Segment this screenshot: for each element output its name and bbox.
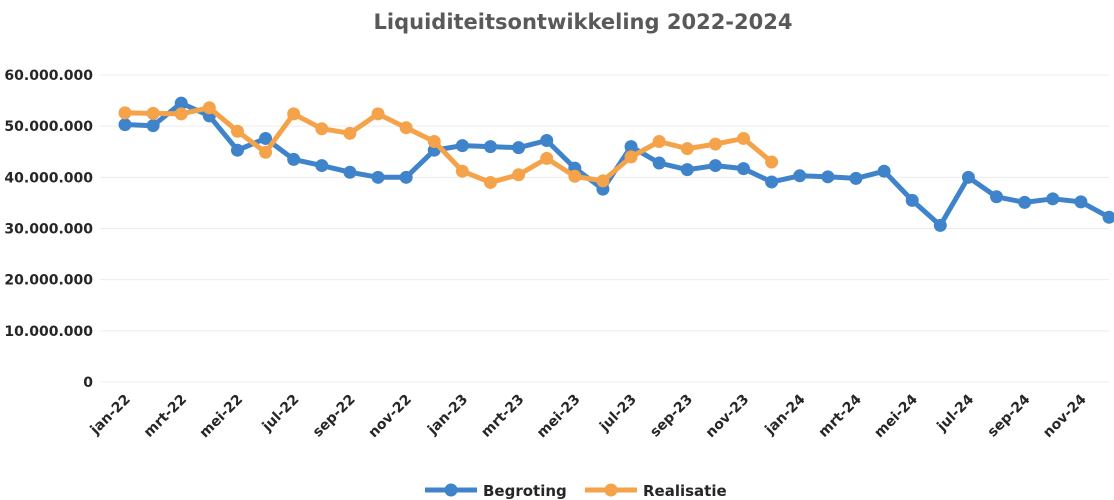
data-point <box>1046 192 1060 206</box>
x-tick-label: nov-22 <box>365 392 415 442</box>
data-point <box>259 131 273 145</box>
data-point <box>568 169 582 183</box>
series-group <box>118 96 1114 232</box>
data-point <box>652 156 666 170</box>
x-tick-label: mrt-23 <box>478 392 527 441</box>
data-point <box>1018 195 1032 209</box>
legend-item-begroting: Begroting <box>425 482 567 500</box>
x-tick-label: mei-22 <box>197 392 247 442</box>
data-point <box>849 171 863 185</box>
data-point <box>877 164 891 178</box>
data-point <box>708 137 722 151</box>
data-point <box>737 131 751 145</box>
data-point <box>961 170 975 184</box>
y-tick-label: 50.000.000 <box>4 119 93 135</box>
y-tick-label: 0 <box>83 375 93 391</box>
data-point <box>146 106 160 120</box>
data-point <box>174 107 188 121</box>
x-tick-label: jul-24 <box>934 391 978 435</box>
data-point <box>287 152 301 166</box>
data-point <box>540 151 554 165</box>
y-tick-label: 10.000.000 <box>4 324 93 340</box>
x-tick-label: jan-22 <box>87 392 134 439</box>
data-point <box>680 142 694 156</box>
x-tick-label: mei-24 <box>871 391 921 441</box>
data-point <box>118 106 132 120</box>
x-tick-label: mei-23 <box>534 392 584 442</box>
data-point <box>765 155 779 169</box>
y-tick-label: 40.000.000 <box>4 170 93 186</box>
legend-label: Realisatie <box>643 482 727 500</box>
gridlines <box>100 74 1109 383</box>
data-point <box>315 159 329 173</box>
series-line <box>122 105 775 185</box>
x-tick-label: mrt-24 <box>816 391 865 440</box>
legend-item-realisatie: Realisatie <box>585 482 727 500</box>
data-point <box>455 139 469 153</box>
series-realisatie <box>118 101 779 189</box>
data-point <box>708 159 722 173</box>
data-point <box>821 170 835 184</box>
data-point <box>624 140 638 154</box>
data-point <box>230 124 244 138</box>
data-point <box>287 107 301 121</box>
data-point <box>202 101 216 115</box>
series-line <box>122 100 1112 228</box>
data-point <box>399 170 413 184</box>
data-point <box>652 135 666 149</box>
data-point <box>624 150 638 164</box>
x-axis: jan-22 mrt-22 mei-22 jul-22 sep-22 nov-22 jan-… <box>87 391 1090 441</box>
series-begroting <box>118 96 1114 232</box>
legend-swatch-marker <box>604 483 618 497</box>
x-tick-label: jul-23 <box>596 392 640 436</box>
data-point <box>483 175 497 189</box>
data-point <box>1074 195 1088 209</box>
y-tick-label: 60.000.000 <box>4 68 93 84</box>
data-point <box>343 165 357 179</box>
data-point <box>512 168 526 182</box>
x-tick-label: jan-23 <box>424 392 471 439</box>
data-point <box>315 122 329 136</box>
data-point <box>343 126 357 140</box>
data-point <box>1102 210 1114 224</box>
legend-label: Begroting <box>483 482 567 500</box>
legend-swatch-marker <box>444 483 458 497</box>
x-tick-label: nov-23 <box>703 392 753 442</box>
data-point <box>118 118 132 132</box>
data-point <box>680 163 694 177</box>
data-point <box>765 175 779 189</box>
data-point <box>540 133 554 147</box>
data-point <box>990 190 1004 204</box>
data-point <box>483 140 497 154</box>
x-tick-label: sep-23 <box>647 392 696 441</box>
y-axis: 60.000.000 50.000.000 40.000.000 30.000.000… <box>4 68 93 391</box>
y-tick-label: 20.000.000 <box>4 273 93 289</box>
data-point <box>259 145 273 159</box>
data-point <box>371 170 385 184</box>
data-point <box>596 174 610 188</box>
x-tick-label: jul-22 <box>259 392 303 436</box>
data-point <box>793 169 807 183</box>
x-tick-label: sep-24 <box>985 391 1034 440</box>
data-point <box>399 121 413 135</box>
data-point <box>146 119 160 133</box>
data-point <box>512 141 526 155</box>
data-point <box>905 193 919 207</box>
chart-title: Liquiditeitsontwikkeling 2022-2024 <box>374 10 793 34</box>
x-tick-label: mrt-22 <box>141 392 190 441</box>
legend: Begroting Realisatie <box>425 482 727 500</box>
data-point <box>455 164 469 178</box>
data-point <box>371 107 385 121</box>
data-point <box>230 143 244 157</box>
x-tick-label: jan-24 <box>762 391 809 438</box>
data-point <box>737 162 751 176</box>
x-tick-label: sep-22 <box>310 392 359 441</box>
x-tick-label: nov-24 <box>1040 391 1090 441</box>
data-point <box>174 96 188 110</box>
data-point <box>427 135 441 149</box>
y-tick-label: 30.000.000 <box>4 222 93 238</box>
data-point <box>933 218 947 232</box>
